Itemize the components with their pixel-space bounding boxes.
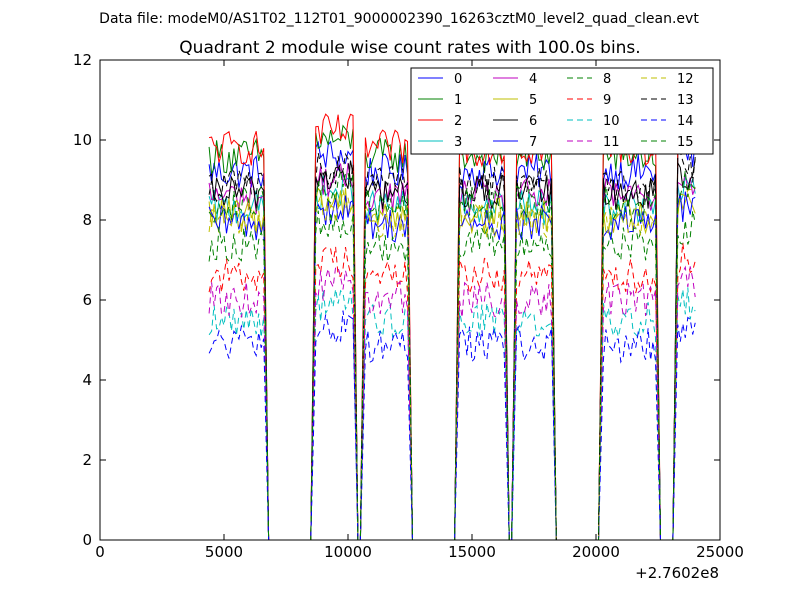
legend-label-15: 15 — [677, 135, 694, 150]
x-tick-label: 0 — [95, 543, 105, 561]
x-offset-label: +2.7602e8 — [635, 564, 719, 582]
series-line-0 — [208, 139, 696, 541]
legend-label-10: 10 — [603, 114, 620, 129]
y-tick-label: 10 — [73, 131, 92, 149]
chart-title: Quadrant 2 module wise count rates with … — [179, 38, 640, 58]
legend-label-9: 9 — [603, 93, 611, 108]
legend-label-14: 14 — [677, 114, 694, 129]
series-line-2 — [209, 113, 696, 541]
legend-label-13: 13 — [677, 93, 694, 108]
data-file-caption: Data file: modeM0/AS1T02_112T01_90000023… — [99, 11, 699, 27]
legend-label-0: 0 — [454, 72, 462, 87]
series-line-11 — [208, 265, 696, 541]
y-tick-label: 0 — [82, 531, 92, 549]
series-line-1 — [208, 124, 696, 541]
legend-label-11: 11 — [603, 135, 620, 150]
legend-label-6: 6 — [529, 114, 537, 129]
legend-label-2: 2 — [454, 114, 462, 129]
y-tick-label: 6 — [82, 291, 92, 309]
x-tick-label: 15000 — [448, 543, 496, 561]
y-tick-label: 8 — [82, 211, 92, 229]
series-line-13 — [208, 151, 696, 541]
x-tick-label: 25000 — [696, 543, 744, 561]
series-line-3 — [208, 174, 696, 541]
series-line-9 — [208, 242, 696, 541]
y-tick-label: 12 — [73, 51, 92, 69]
legend-label-1: 1 — [454, 93, 462, 108]
series-line-15 — [208, 170, 696, 541]
x-tick-label: 5000 — [205, 543, 243, 561]
x-tick-label: 20000 — [572, 543, 620, 561]
legend-box — [410, 67, 714, 155]
series-line-10 — [208, 287, 696, 541]
legend-label-4: 4 — [529, 72, 537, 87]
legend-label-7: 7 — [529, 135, 537, 150]
series-line-14 — [208, 310, 696, 541]
legend-label-12: 12 — [677, 72, 694, 87]
series-line-5 — [208, 187, 696, 541]
y-tick-label: 2 — [82, 451, 92, 469]
series-line-12 — [208, 186, 696, 541]
plot-lines — [208, 113, 696, 541]
legend-label-8: 8 — [603, 72, 611, 87]
y-tick-label: 4 — [82, 371, 92, 389]
series-line-8 — [208, 210, 696, 541]
legend-label-5: 5 — [529, 93, 537, 108]
legend-label-3: 3 — [454, 135, 462, 150]
x-tick-label: 10000 — [324, 543, 372, 561]
